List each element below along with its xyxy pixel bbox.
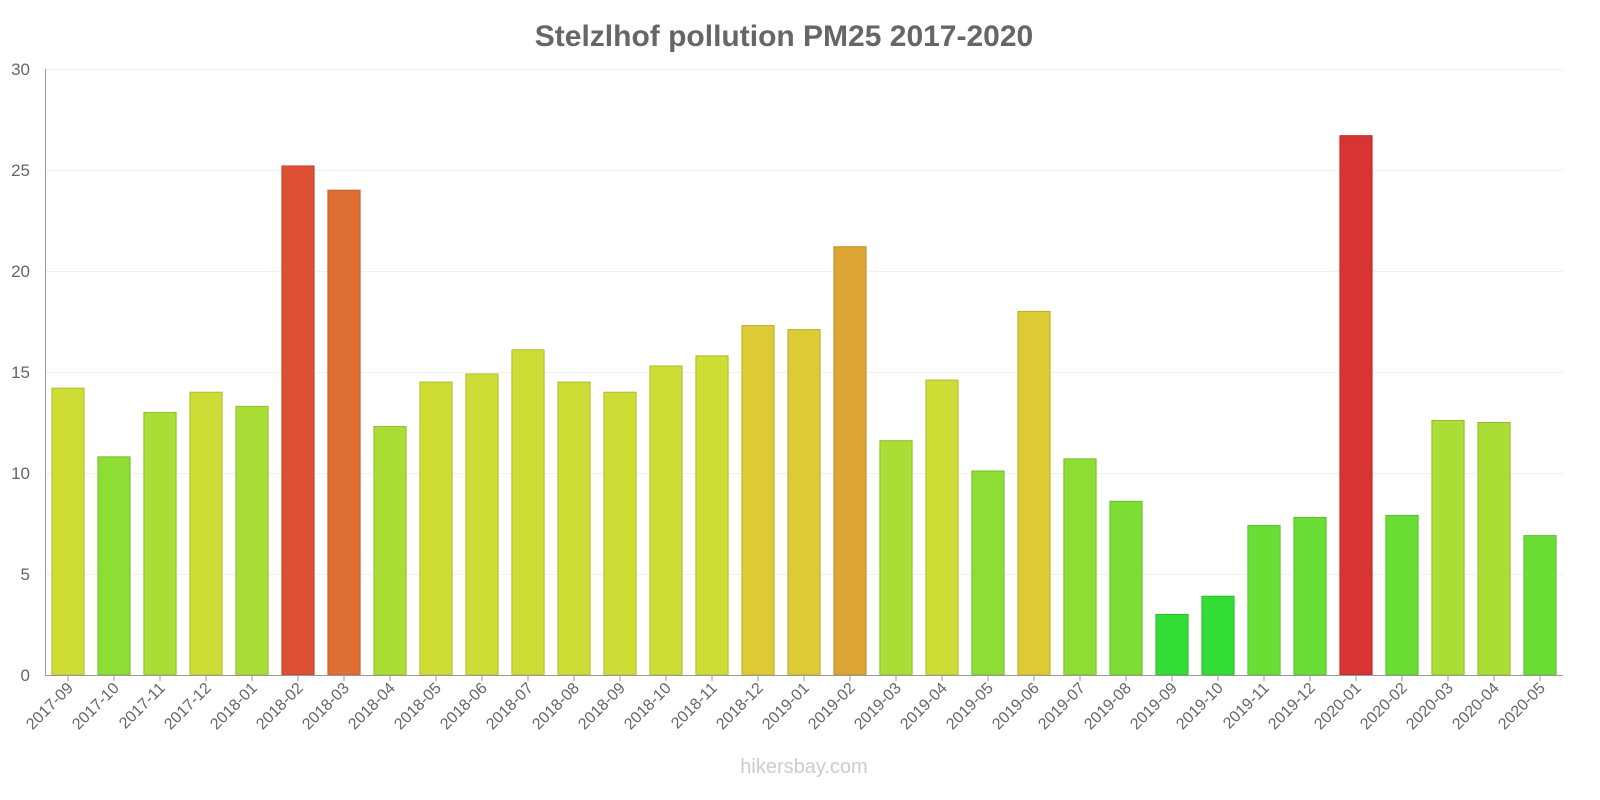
x-tick-label: 2019-03 (851, 680, 905, 734)
bar-2019-08 (1109, 500, 1143, 676)
x-tick-label: 2019-01 (759, 680, 813, 734)
bar-2018-02 (281, 165, 315, 676)
bar-2019-09 (1155, 613, 1189, 676)
y-tick-label: 15 (11, 363, 30, 382)
x-tick-label: 2019-09 (1127, 680, 1181, 734)
x-tick-label: 2020-04 (1449, 680, 1503, 734)
x-tick-label: 2018-12 (713, 680, 767, 734)
x-tick-label: 2018-09 (575, 680, 629, 734)
x-tick-label: 2019-08 (1081, 680, 1135, 734)
x-tick-label: 2018-04 (345, 680, 399, 734)
x-tick-label: 2017-12 (161, 680, 215, 734)
y-tick-label: 0 (21, 666, 30, 685)
x-tick-label: 2019-12 (1265, 680, 1319, 734)
bar-2017-09 (51, 387, 85, 676)
x-tick-label: 2017-10 (69, 680, 123, 734)
x-tick-label: 2018-03 (299, 680, 353, 734)
x-tick-label: 2018-11 (668, 680, 721, 733)
bar-2019-10 (1201, 595, 1235, 676)
bar-2019-11 (1247, 525, 1281, 676)
bar-2020-03 (1431, 419, 1465, 676)
x-tick-label: 2020-01 (1311, 680, 1365, 734)
bar-2018-12 (741, 325, 775, 676)
bar-2019-02 (833, 246, 867, 676)
bar-2017-12 (189, 391, 223, 676)
bar-2018-09 (603, 391, 637, 676)
x-tick-label: 2020-02 (1357, 680, 1411, 734)
x-tick-label: 2019-06 (989, 680, 1043, 734)
y-tick-labels: 0 5 10 15 20 25 30 (11, 60, 30, 685)
x-tick-label: 2018-06 (437, 680, 491, 734)
y-tick-label: 20 (11, 262, 30, 281)
bar-2019-04 (925, 379, 959, 676)
watermark: hikersbay.com (740, 756, 867, 778)
bar-2018-10 (649, 365, 683, 676)
x-tick-label: 2018-07 (483, 680, 537, 734)
bar-2019-03 (879, 440, 913, 676)
bar-2020-01 (1339, 135, 1373, 676)
x-tick-label: 2020-03 (1403, 680, 1457, 734)
x-tick-label: 2020-05 (1495, 680, 1549, 734)
x-tick-label: 2019-05 (943, 680, 997, 734)
y-tick-label: 30 (11, 60, 30, 79)
x-tick-label: 2019-04 (897, 680, 951, 734)
bar-2020-02 (1385, 514, 1419, 676)
x-tick-label: 2019-10 (1173, 680, 1227, 734)
x-tick-label: 2019-02 (805, 680, 859, 734)
x-tick-label: 2018-02 (253, 680, 307, 734)
x-tick-label: 2017-11 (116, 680, 169, 733)
bar-2018-03 (327, 189, 361, 676)
x-tick-label: 2018-05 (391, 680, 445, 734)
bar-2018-07 (511, 349, 545, 676)
bar-2019-06 (1017, 310, 1051, 676)
x-tick-label: 2018-01 (207, 680, 261, 734)
bar-2018-04 (373, 426, 407, 676)
x-tick-label: 2019-11 (1220, 680, 1273, 733)
bar-2018-01 (235, 405, 269, 676)
x-tick-label: 2018-08 (529, 680, 583, 734)
bar-2019-05 (971, 470, 1005, 676)
bar-2019-12 (1293, 516, 1327, 676)
bar-2020-04 (1477, 422, 1511, 676)
chart-title: Stelzlhof pollution PM25 2017-2020 (535, 20, 1033, 53)
y-tick-label: 25 (11, 161, 30, 180)
x-tick-label: 2019-07 (1035, 680, 1089, 734)
bar-2017-11 (143, 411, 177, 676)
bar-2019-07 (1063, 458, 1097, 676)
bar-2019-01 (787, 329, 821, 676)
bars (51, 135, 1557, 676)
bar-2018-11 (695, 355, 729, 676)
bar-2017-10 (97, 456, 131, 676)
bar-2018-06 (465, 373, 499, 676)
x-tick-labels: 2017-092017-102017-112017-122018-012018-… (23, 675, 1549, 733)
bar-2018-08 (557, 381, 591, 676)
x-tick-label: 2017-09 (23, 680, 77, 734)
y-tick-label: 10 (11, 464, 30, 483)
bar-2018-05 (419, 381, 453, 676)
bar-2020-05 (1523, 535, 1557, 676)
x-tick-label: 2018-10 (621, 680, 675, 734)
y-tick-label: 5 (21, 565, 30, 584)
